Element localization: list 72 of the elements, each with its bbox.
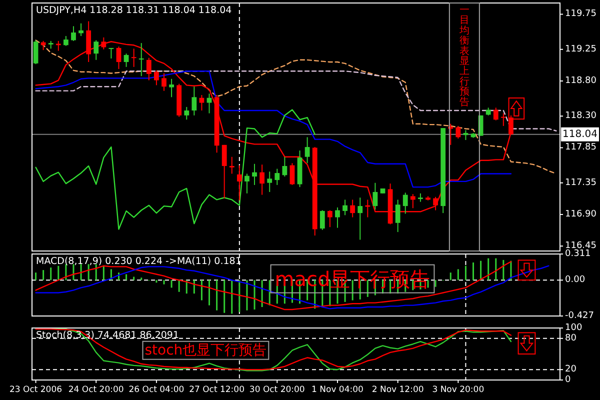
candlestick [410, 194, 416, 209]
candlestick [290, 162, 295, 186]
line-series [35, 109, 316, 230]
y-tick-label: 119.75 [565, 9, 596, 20]
y-tick-label: 118.30 [565, 111, 597, 122]
candlestick [63, 36, 68, 46]
x-tick-label: 26 Oct 04:00 [128, 385, 184, 395]
text: 一目均衡表显上行预告 [459, 4, 470, 108]
candlestick [94, 40, 99, 60]
candlestick [395, 199, 400, 233]
candlestick [456, 125, 461, 140]
y-tick-label: 116.90 [565, 209, 597, 220]
y-tick-label: 100 [565, 323, 582, 333]
chart-title: MACD(8,17,9) 0.230 0.224 ->MA(11) 0.181 [36, 256, 242, 267]
candlestick [199, 94, 204, 111]
candlestick [335, 206, 340, 228]
candlestick [274, 168, 280, 186]
candlestick [154, 70, 159, 86]
candlestick [124, 53, 129, 68]
candlestick [56, 40, 61, 52]
candlestick [236, 164, 242, 201]
y-tick-label: 119.25 [565, 44, 596, 54]
candlestick [327, 210, 332, 228]
candlestick [184, 106, 190, 120]
candlestick [372, 182, 378, 210]
candlestick [138, 42, 144, 77]
y-tick-label: 117.85 [565, 142, 596, 153]
y-tick-label: 20 [565, 364, 577, 375]
candlestick [116, 46, 122, 70]
candlestick [146, 57, 152, 81]
y-tick-label: 117.35 [565, 178, 596, 188]
x-tick-label: 2 Nov 12:00 [372, 385, 424, 395]
candlestick [131, 48, 136, 68]
candlestick [448, 123, 454, 146]
candlestick [350, 199, 356, 218]
y-tick-label: 118.80 [565, 76, 597, 86]
candlestick [229, 156, 234, 174]
candlestick [71, 26, 76, 42]
candlestick [282, 156, 288, 178]
x-tick-label: 24 Oct 20:00 [68, 385, 124, 395]
y-tick-label: 0.00 [565, 275, 586, 286]
candlestick [267, 171, 272, 192]
candlestick [222, 144, 227, 199]
candlestick [40, 40, 46, 51]
candlestick [244, 173, 250, 194]
candlestick [192, 86, 197, 116]
candlestick [493, 107, 498, 121]
x-tick-label: 30 Oct 20:00 [249, 385, 305, 395]
candlestick [162, 72, 166, 92]
x-tick-label: 27 Oct 12:00 [189, 385, 245, 395]
y-tick-label: 80 [565, 333, 577, 344]
candlestick [78, 22, 84, 37]
ref-line-label: 118.04 [562, 128, 598, 140]
candlestick [402, 192, 408, 214]
y-tick-label: 0 [565, 375, 571, 385]
candlestick [252, 163, 257, 186]
candlestick [304, 136, 310, 164]
x-tick-label: 1 Nov 04:00 [312, 385, 364, 395]
chart-title: USDJPY,H4 118.28 118.31 118.04 118.04 [36, 5, 232, 16]
y-tick-label: 0.311 [565, 249, 591, 259]
candlestick [206, 93, 212, 114]
candlestick [108, 47, 114, 59]
candlestick [342, 199, 348, 216]
candlestick [169, 78, 174, 98]
candlestick [260, 164, 265, 196]
candlestick [33, 40, 38, 65]
y-tick-label: -0.427 [565, 311, 594, 321]
x-tick-label: 23 Oct 2006 [9, 385, 62, 395]
candlestick [320, 210, 325, 230]
candlestick [358, 197, 363, 240]
x-tick-label: 3 Nov 20:00 [432, 385, 484, 395]
candlestick [500, 112, 506, 126]
